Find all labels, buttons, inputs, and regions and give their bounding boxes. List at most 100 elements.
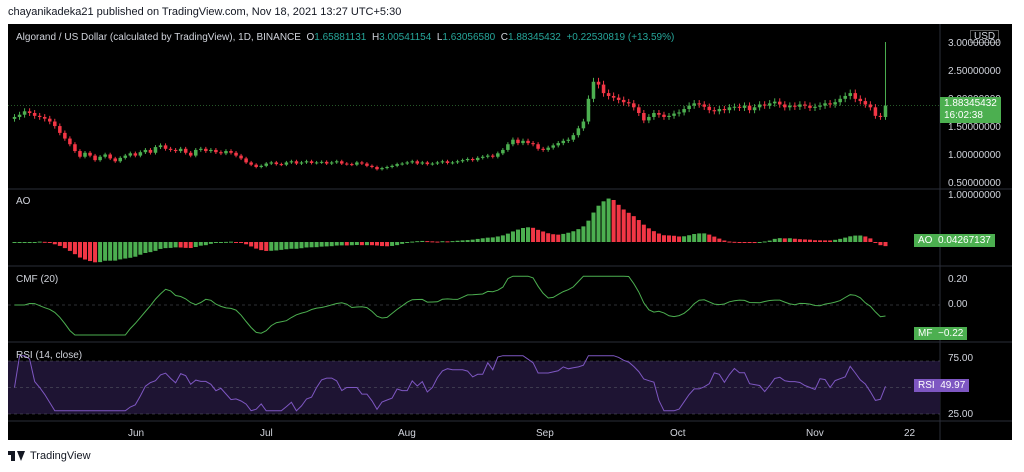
ao-bar — [797, 239, 802, 242]
candle-body — [450, 162, 455, 164]
price-label: 3.00000000 — [948, 38, 1001, 49]
ao-bar — [480, 238, 485, 242]
ao-bar — [52, 242, 57, 245]
candle-body — [536, 144, 540, 149]
candle-body — [259, 165, 263, 167]
ao-bar — [82, 242, 88, 260]
ao-bar — [465, 240, 470, 242]
ao-bar — [244, 242, 249, 245]
candle-body — [178, 148, 183, 152]
ao-bar — [254, 242, 259, 249]
ao-tag-value: 0.04267137 — [938, 235, 991, 246]
ao-bar — [274, 242, 279, 251]
candle-body — [168, 148, 173, 150]
candle-body — [37, 115, 42, 117]
ao-bar — [873, 242, 878, 243]
ao-bar — [858, 235, 863, 242]
candle-body — [591, 81, 596, 99]
candle-body — [873, 107, 878, 116]
candle-body — [611, 95, 616, 98]
candle-body — [63, 132, 67, 139]
ao-bar — [470, 239, 475, 242]
candle-body — [501, 149, 505, 154]
price-label: 1.50000000 — [948, 122, 1001, 133]
candle-body — [803, 104, 807, 106]
ao-bar — [551, 234, 556, 242]
ao-bar — [103, 242, 108, 261]
ao-bar — [863, 236, 868, 242]
candle-body — [400, 163, 404, 165]
candle-body — [27, 111, 32, 113]
ao-bar — [883, 242, 888, 247]
ao-bar — [878, 242, 883, 246]
ao-bar — [415, 241, 420, 243]
ao-bar — [812, 240, 818, 242]
candle-body — [234, 152, 238, 156]
ao-bar — [727, 241, 732, 243]
chart-canvas[interactable] — [8, 24, 1012, 440]
cmf-line — [14, 275, 886, 336]
candle-body — [294, 161, 299, 164]
ao-bar — [279, 242, 284, 250]
chart-area[interactable]: Algorand / US Dollar (calculated by Trad… — [8, 24, 1012, 440]
candle-body — [355, 162, 359, 165]
candle-body — [697, 103, 701, 105]
cmf-tag-value: −0.22 — [938, 328, 964, 339]
ao-bar — [500, 235, 505, 242]
ao-bar — [757, 242, 762, 243]
ao-bar — [354, 242, 359, 245]
ao-bar — [807, 239, 812, 242]
tradingview-logo-icon[interactable] — [8, 451, 26, 461]
cmf-label[interactable]: CMF (20) — [16, 274, 59, 285]
ao-bar — [833, 239, 838, 242]
candle-body — [677, 112, 681, 114]
ao-bar — [349, 242, 354, 246]
candle-body — [828, 103, 832, 105]
candle-body — [334, 161, 339, 163]
symbol-title[interactable]: Algorand / US Dollar (calculated by Trad… — [16, 32, 301, 43]
ao-bar — [505, 233, 510, 242]
ao-bar — [656, 233, 661, 242]
price-label: 2.50000000 — [948, 66, 1001, 77]
ao-bar — [541, 231, 546, 242]
ao-bar — [299, 242, 304, 249]
candle-body — [68, 138, 72, 145]
ao-bar — [712, 236, 717, 242]
ao-bar — [556, 234, 561, 242]
candle-body — [12, 116, 17, 119]
ao-bar — [848, 236, 853, 242]
currency-button[interactable]: USD — [970, 30, 1000, 43]
candle-body — [511, 139, 515, 145]
ao-label[interactable]: AO — [16, 196, 31, 207]
ao-bar — [213, 242, 218, 243]
candle-body — [506, 144, 510, 150]
candle-body — [395, 164, 399, 166]
candle-body — [470, 159, 475, 161]
ao-bar — [616, 204, 621, 242]
candle-body — [460, 160, 465, 162]
candle-body — [757, 104, 762, 108]
ao-bar — [672, 235, 677, 242]
candle-body — [480, 156, 485, 158]
rsi-label[interactable]: RSI (14, close) — [16, 350, 83, 361]
candle-body — [808, 105, 812, 108]
ao-bar — [183, 242, 188, 248]
ao-axis-label: 1.00000000 — [948, 190, 1001, 201]
candle-body — [531, 143, 535, 145]
ao-bar — [430, 241, 435, 243]
candle-body — [138, 152, 143, 156]
ao-bar — [591, 212, 596, 242]
candle-body — [752, 107, 757, 111]
ao-bar — [546, 233, 551, 242]
ao-bar — [420, 240, 425, 242]
ao-bar — [621, 209, 626, 242]
ao-bar — [57, 242, 62, 246]
ao-bar — [374, 242, 380, 246]
ao-bar — [198, 242, 203, 246]
ao-bar — [259, 242, 264, 251]
footer-brand[interactable]: TradingView — [30, 450, 91, 462]
ao-bar — [123, 242, 128, 259]
ao-bar — [188, 242, 193, 249]
ao-bar — [385, 242, 390, 247]
candle-body — [42, 116, 47, 119]
